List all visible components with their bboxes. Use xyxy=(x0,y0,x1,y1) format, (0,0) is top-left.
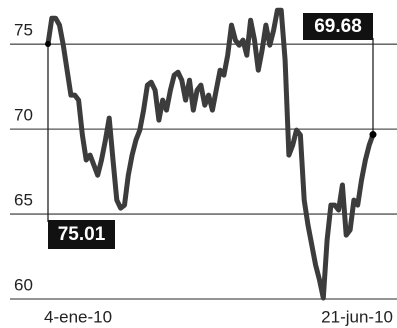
x-tick-label: 4-ene-10 xyxy=(44,307,112,326)
annotation-label: 75.01 xyxy=(58,224,106,245)
y-tick-label: 65 xyxy=(14,191,33,210)
annotation-box xyxy=(303,13,373,40)
y-tick-label: 70 xyxy=(14,106,33,125)
x-tick-label: 21-jun-10 xyxy=(321,307,393,326)
data-line xyxy=(45,7,376,301)
y-tick-label: 60 xyxy=(14,275,33,294)
annotation-box xyxy=(48,220,115,249)
end-point xyxy=(45,41,51,48)
end-point xyxy=(369,131,377,139)
y-tick-label: 75 xyxy=(14,21,33,40)
annotation-label: 69.68 xyxy=(314,16,362,37)
